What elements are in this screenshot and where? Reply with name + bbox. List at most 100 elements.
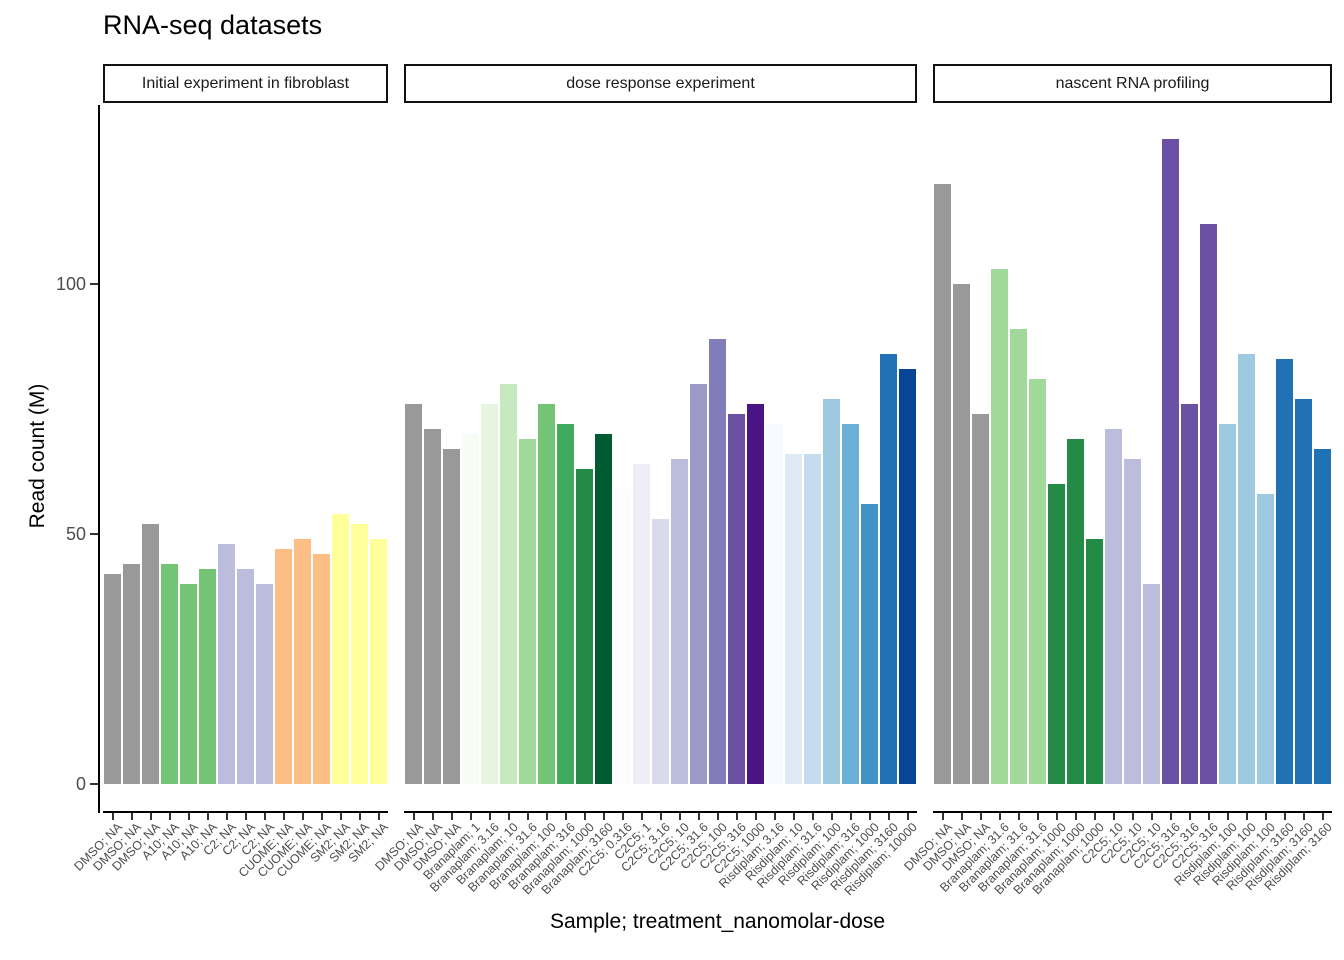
x-axis-tick	[450, 813, 453, 820]
x-axis-tick	[187, 813, 190, 820]
x-axis-tick	[849, 813, 852, 820]
x-axis-tick	[773, 813, 776, 820]
x-axis-tick	[979, 813, 982, 820]
bar	[689, 384, 708, 784]
bar	[746, 404, 765, 784]
bar	[860, 504, 879, 784]
x-axis-tick	[659, 813, 662, 820]
bar	[1218, 424, 1237, 784]
bar	[198, 569, 217, 784]
x-axis-tick	[941, 813, 944, 820]
bar	[1313, 449, 1332, 784]
bar	[879, 354, 898, 784]
x-axis-tick	[111, 813, 114, 820]
x-axis-tick	[1283, 813, 1286, 820]
x-axis-line	[933, 811, 1332, 813]
bar	[1294, 399, 1313, 784]
x-axis-tick	[149, 813, 152, 820]
bar	[803, 454, 822, 784]
bar	[461, 434, 480, 784]
bar	[122, 564, 141, 784]
x-axis-tick	[412, 813, 415, 820]
x-axis-tick	[130, 813, 133, 820]
x-axis-tick	[1112, 813, 1115, 820]
bar	[103, 574, 122, 784]
x-axis-tick	[263, 813, 266, 820]
bar	[480, 404, 499, 784]
x-axis-tick	[1321, 813, 1324, 820]
x-axis-tick	[1245, 813, 1248, 820]
y-axis-tick-label: 0	[75, 774, 86, 794]
bar	[499, 384, 518, 784]
x-axis-tick	[583, 813, 586, 820]
bar	[179, 584, 198, 784]
x-axis-tick	[1036, 813, 1039, 820]
bar	[1161, 139, 1180, 784]
bar	[784, 454, 803, 784]
x-axis-title: Sample; treatment_nanomolar-dose	[549, 910, 885, 933]
bar	[556, 424, 575, 784]
x-axis-tick	[564, 813, 567, 820]
x-axis-tick	[339, 813, 342, 820]
x-axis-tick	[998, 813, 1001, 820]
bar	[255, 584, 274, 784]
x-axis-tick	[1188, 813, 1191, 820]
facet-strip-label: nascent RNA profiling	[1055, 74, 1210, 92]
bar	[1199, 224, 1218, 784]
bar	[236, 569, 255, 784]
bar	[518, 439, 537, 784]
bar	[537, 404, 556, 784]
facet-strip: nascent RNA profiling	[933, 64, 1332, 103]
facet-strip: Initial experiment in fibroblast	[103, 64, 388, 103]
x-axis-tick	[621, 813, 624, 820]
bar	[1275, 359, 1294, 784]
x-axis-tick	[206, 813, 209, 820]
x-axis-tick	[716, 813, 719, 820]
bar	[1180, 404, 1199, 784]
x-axis-tick	[225, 813, 228, 820]
x-axis-tick	[1055, 813, 1058, 820]
bar	[1256, 494, 1275, 784]
y-axis-tick	[90, 533, 98, 535]
x-axis-tick	[1131, 813, 1134, 820]
x-axis-tick	[358, 813, 361, 820]
bar	[369, 539, 388, 784]
bar	[350, 524, 369, 784]
x-axis-tick	[678, 813, 681, 820]
bar	[1123, 459, 1142, 784]
bar	[312, 554, 331, 784]
x-axis-tick	[469, 813, 472, 820]
x-axis-tick	[754, 813, 757, 820]
bar	[990, 269, 1009, 784]
x-axis-tick	[526, 813, 529, 820]
x-axis-tick	[1017, 813, 1020, 820]
bar	[217, 544, 236, 784]
bar	[141, 524, 160, 784]
chart-title: RNA-seq datasets	[103, 10, 323, 40]
bar	[670, 459, 689, 784]
x-axis-tick	[960, 813, 963, 820]
bar	[293, 539, 312, 784]
x-axis-tick	[830, 813, 833, 820]
bar	[765, 424, 784, 784]
x-axis-line	[404, 811, 917, 813]
x-axis-tick	[1264, 813, 1267, 820]
y-axis-tick	[90, 783, 98, 785]
facet-strip-label: dose response experiment	[566, 74, 755, 92]
x-axis-tick	[545, 813, 548, 820]
x-axis-tick	[244, 813, 247, 820]
x-axis-tick	[320, 813, 323, 820]
x-axis-tick	[1093, 813, 1096, 820]
bar	[1009, 329, 1028, 784]
y-axis-tick	[90, 283, 98, 285]
bar	[632, 464, 651, 784]
x-axis-tick	[377, 813, 380, 820]
bar	[708, 339, 727, 784]
bar	[575, 469, 594, 784]
facet-strip-label: Initial experiment in fibroblast	[141, 74, 350, 92]
x-axis-line	[103, 811, 388, 813]
x-axis-tick	[1169, 813, 1172, 820]
bar	[442, 449, 461, 784]
x-axis-tick	[1207, 813, 1210, 820]
